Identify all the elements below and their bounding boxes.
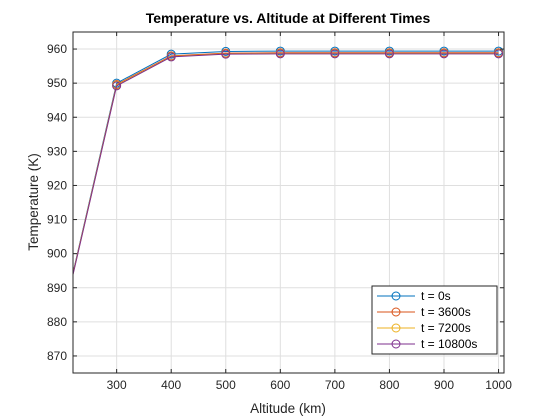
y-tick-label: 870 [47,349,67,363]
x-tick-label: 1000 [485,378,512,392]
x-tick-label: 800 [379,378,399,392]
x-tick-label: 900 [434,378,454,392]
data-point [384,49,394,59]
legend-marker [391,339,401,349]
x-tick-label: 300 [107,378,127,392]
legend-marker [391,307,401,317]
y-tick-label: 960 [47,42,67,56]
series-4 [73,49,504,277]
x-tick-label: 400 [161,378,181,392]
y-tick-label: 910 [47,213,67,227]
legend-box [371,285,498,355]
y-tick-label: 920 [47,178,67,192]
chart-title: Temperature vs. Altitude at Different Ti… [146,10,431,26]
x-tick-label: 700 [325,378,345,392]
series-group [73,46,504,277]
legend: t = 0s t = 3600s t = 7200s t = 10800s [371,285,498,355]
x-tick-label: 600 [270,378,290,392]
series-line [73,50,499,275]
y-tick-label: 900 [47,247,67,261]
y-tick-label: 930 [47,144,67,158]
legend-marker [391,291,401,301]
legend-marker [391,323,401,333]
ticks [73,32,504,373]
legend-item: t = 3600s [377,305,471,319]
y-axis-title: Temperature (K) [26,153,41,251]
data-point [221,49,231,59]
x-tick-label: 500 [216,378,236,392]
y-tick-label: 950 [47,76,67,90]
y-tick-label: 940 [47,110,67,124]
x-axis-title: Altitude (km) [250,401,326,416]
data-point [494,49,504,59]
grid [73,32,504,373]
legend-label: t = 0s [421,289,451,303]
series-line [73,53,499,277]
data-point [112,81,122,91]
tick-labels: 300 400 500 600 700 800 900 1000 870 880 890 900 910… [47,42,512,392]
data-point [275,49,285,59]
legend-item: t = 0s [377,289,451,303]
data-point [439,49,449,59]
legend-label: t = 3600s [421,305,471,319]
legend-item: t = 7200s [377,321,471,335]
legend-label: t = 10800s [421,337,477,351]
legend-item: t = 10800s [377,337,477,351]
y-tick-label: 890 [47,281,67,295]
series-line [73,52,499,276]
axes-box [72,31,505,374]
data-point [330,49,340,59]
data-point [166,52,176,62]
y-tick-label: 880 [47,315,67,329]
legend-label: t = 7200s [421,321,471,335]
